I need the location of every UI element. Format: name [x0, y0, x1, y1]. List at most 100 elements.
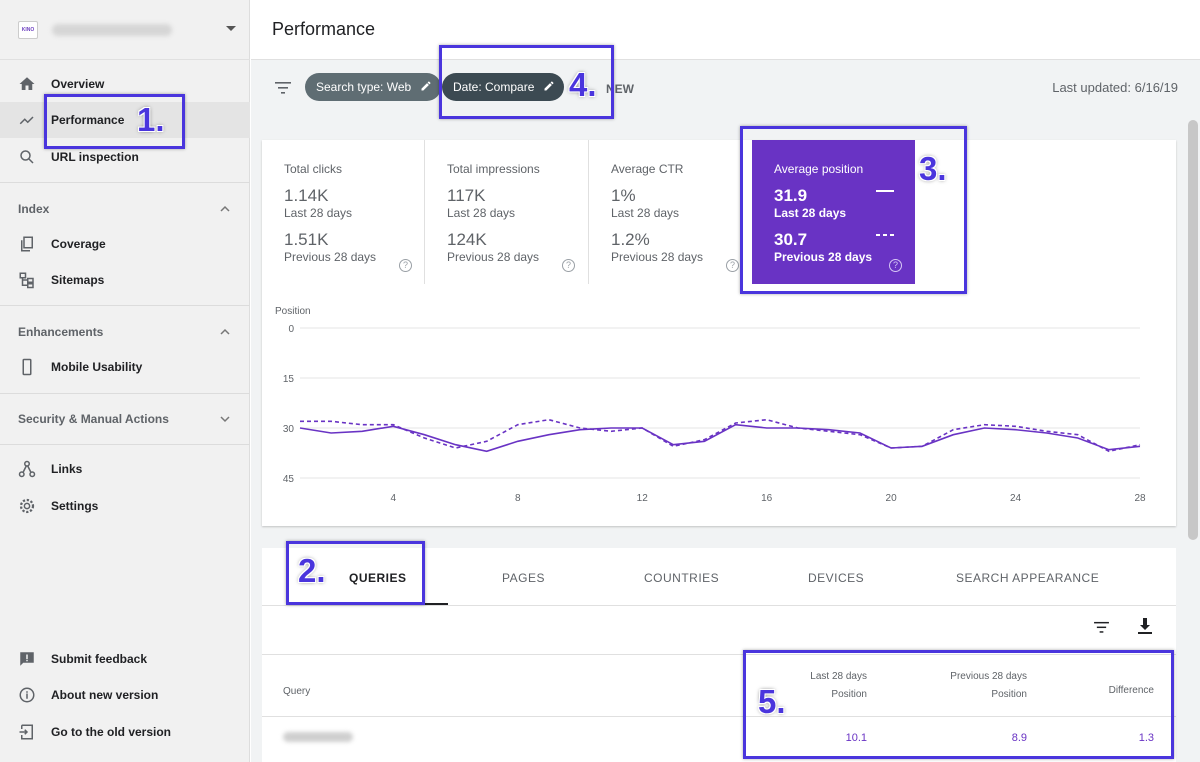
tab-devices[interactable]: DEVICES	[808, 571, 865, 585]
x-tick-label: 24	[1010, 493, 1022, 504]
chevron-up-icon[interactable]	[220, 204, 230, 214]
links-icon	[18, 460, 36, 478]
copy-icon	[21, 236, 33, 252]
sidebar-item-label: Links	[51, 462, 83, 476]
sidebar-item-label: URL inspection	[51, 150, 139, 164]
query-text-blurred[interactable]	[283, 732, 353, 742]
exit-icon	[19, 724, 33, 740]
dashed-line-legend-icon	[876, 234, 894, 236]
property-selector[interactable]: KINO	[0, 0, 250, 60]
annotation-number-2: 2.	[298, 552, 326, 589]
table-filter-icon[interactable]	[1093, 621, 1110, 634]
tab-queries[interactable]: QUERIES	[349, 571, 407, 585]
cell-last-28-position: 10.1	[845, 732, 867, 744]
sidebar-item-links[interactable]: Links	[0, 451, 250, 487]
sidebar-item-coverage[interactable]: Coverage	[0, 226, 250, 262]
cell-prev-28-position: 8.9	[1011, 732, 1027, 744]
sidebar-item-settings[interactable]: Settings	[0, 488, 250, 524]
annotation-number-4: 4.	[569, 66, 597, 103]
column-header-prev-28-sub: Position	[991, 689, 1027, 700]
property-url-blurred	[52, 24, 172, 36]
filter-bar: Search type: Web Date: Compare Last upda…	[251, 61, 1200, 115]
metric-current-period: Last 28 days	[774, 206, 847, 220]
dropdown-caret-icon[interactable]	[226, 26, 236, 31]
y-tick-label: 45	[283, 474, 295, 485]
metric-previous-value: 124K	[447, 230, 487, 249]
sidebar-item-overview[interactable]: Overview	[0, 66, 250, 102]
column-header-prev-28[interactable]: Previous 28 days	[950, 671, 1027, 682]
feedback-icon	[20, 652, 34, 666]
sidebar-item-submit-feedback[interactable]: Submit feedback	[0, 641, 250, 677]
metric-name: Average position	[774, 162, 864, 176]
cell-difference: 1.3	[1138, 732, 1154, 744]
series-line-current	[299, 423, 1141, 453]
chip-label: Date: Compare	[453, 80, 535, 94]
annotation-box-3	[740, 126, 967, 294]
metric-previous-value: 1.51K	[284, 230, 329, 249]
home-icon	[19, 77, 35, 90]
divider	[0, 393, 250, 394]
metric-previous-period: Previous 28 days	[611, 250, 704, 264]
metric-total-clicks[interactable]: Total clicks 1.14K Last 28 days 1.51K Pr…	[262, 140, 425, 284]
divider	[424, 140, 425, 284]
chevron-down-icon[interactable]	[220, 414, 230, 424]
position-chart: 0 15 30 45 4 8 12 16 20 24 28	[283, 324, 1146, 504]
help-icon[interactable]: ?	[726, 259, 739, 272]
sidebar-item-url-inspection[interactable]: URL inspection	[0, 139, 250, 175]
queries-card	[262, 548, 1176, 762]
divider	[0, 182, 250, 183]
sidebar-item-old-version[interactable]: Go to the old version	[0, 714, 250, 750]
download-icon[interactable]	[1137, 618, 1153, 635]
annotation-box-4	[439, 45, 614, 119]
metric-total-impressions[interactable]: Total impressions 117K Last 28 days 124K…	[425, 140, 588, 284]
metric-name: Total clicks	[284, 162, 343, 176]
sidebar-item-about-new-version[interactable]: About new version	[0, 677, 250, 713]
sidebar-item-label: Sitemaps	[51, 273, 105, 287]
search-type-chip[interactable]: Search type: Web	[305, 73, 442, 101]
tab-countries[interactable]: COUNTRIES	[644, 571, 720, 585]
section-title-enhancements[interactable]: Enhancements	[18, 325, 104, 339]
sidebar-item-sitemaps[interactable]: Sitemaps	[0, 262, 250, 298]
sidebar-item-performance[interactable]: Performance	[0, 102, 250, 138]
help-icon[interactable]: ?	[399, 259, 412, 272]
chip-label: Search type: Web	[316, 80, 412, 94]
help-icon[interactable]: ?	[889, 259, 902, 272]
metric-average-position[interactable]: Average position 31.9 Last 28 days 30.7 …	[752, 140, 915, 284]
column-header-query[interactable]: Query	[283, 686, 311, 697]
section-title-security[interactable]: Security & Manual Actions	[18, 412, 169, 426]
annotation-number-1: 1.	[137, 101, 165, 138]
section-title-index[interactable]: Index	[18, 202, 50, 216]
scrollbar[interactable]	[1188, 120, 1198, 540]
sidebar-item-mobile-usability[interactable]: Mobile Usability	[0, 349, 250, 385]
x-tick-label: 20	[886, 493, 898, 504]
y-tick-label: 30	[283, 424, 295, 435]
metric-current-period: Last 28 days	[447, 206, 516, 220]
search-icon	[20, 150, 34, 164]
column-header-last-28[interactable]: Last 28 days	[810, 671, 867, 682]
divider	[0, 305, 250, 306]
filter-icon[interactable]	[275, 81, 291, 95]
page-header: Performance	[251, 0, 1200, 60]
y-tick-label: 0	[288, 324, 294, 335]
help-icon[interactable]: ?	[562, 259, 575, 272]
divider	[262, 605, 1176, 606]
metric-current-period: Last 28 days	[611, 206, 680, 220]
last-updated: Last updated: 6/16/19	[1052, 80, 1178, 95]
sidebar-item-label: About new version	[51, 688, 159, 702]
chevron-up-icon[interactable]	[220, 327, 230, 337]
edit-icon	[544, 81, 554, 91]
date-compare-chip[interactable]: Date: Compare	[442, 73, 565, 101]
tab-search-appearance[interactable]: SEARCH APPEARANCE	[956, 571, 1100, 585]
column-header-difference[interactable]: Difference	[1108, 685, 1154, 696]
annotation-box-5	[743, 650, 1174, 759]
smartphone-icon	[22, 358, 32, 376]
annotation-box-1	[44, 94, 185, 149]
metric-current-value: 1.14K	[284, 186, 329, 205]
tab-pages[interactable]: PAGES	[502, 571, 545, 585]
metric-average-ctr[interactable]: Average CTR 1% Last 28 days 1.2% Previou…	[589, 140, 752, 284]
divider	[588, 140, 589, 284]
sidebar-item-label: Mobile Usability	[51, 360, 143, 374]
metric-previous-value: 1.2%	[611, 230, 650, 249]
sidebar-item-label: Performance	[51, 113, 125, 127]
info-icon	[19, 687, 35, 703]
